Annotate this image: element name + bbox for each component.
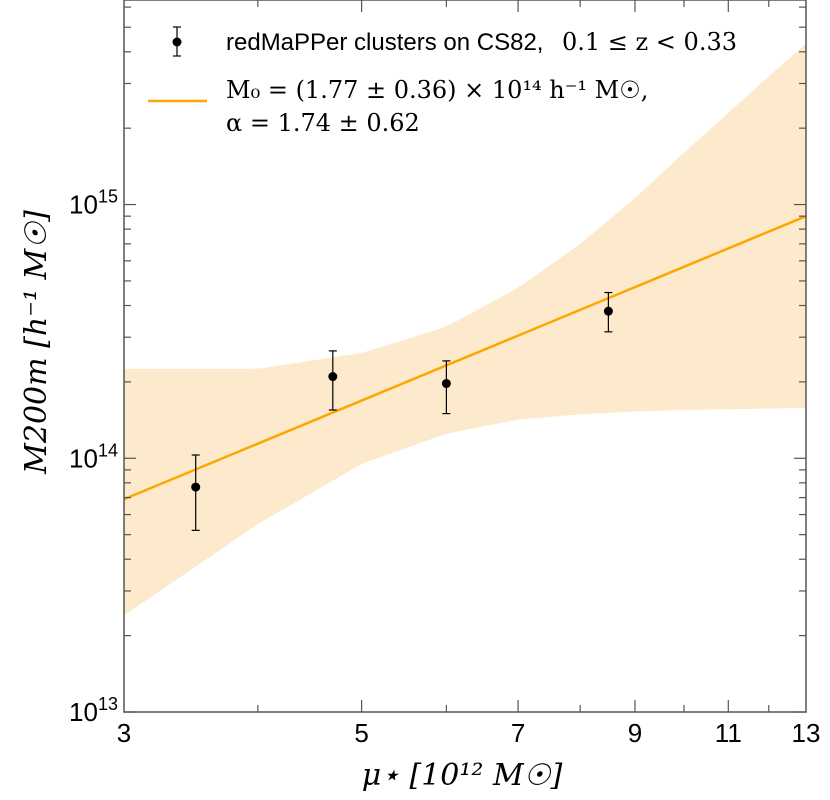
x-tick-label: 3	[117, 718, 131, 748]
legend-marker-points	[172, 26, 182, 57]
point-marker	[191, 482, 201, 492]
legend-entry-points: redMaPPer clusters on CS82,	[226, 29, 543, 56]
x-tick-labels: 3 5 7 9 11 13	[117, 718, 821, 748]
y-tick-labels: 1013 1014 1015	[69, 187, 118, 727]
legend: redMaPPer clusters on CS82, 0.1 ≤ z < 0.…	[148, 26, 737, 137]
x-tick-label: 11	[715, 718, 742, 748]
plot-area	[123, 43, 807, 616]
data-points	[191, 291, 613, 531]
x-tick-label: 9	[628, 718, 642, 748]
fit-line	[123, 215, 807, 501]
data-point-1	[191, 454, 201, 531]
point-marker	[328, 372, 338, 382]
legend-entry-fit-line2: α = 1.74 ± 0.62	[226, 109, 420, 137]
data-point-2	[328, 350, 338, 411]
y-tick-label: 1015	[69, 187, 118, 220]
y-tick-label: 1014	[69, 440, 118, 473]
x-tick-label: 13	[792, 718, 821, 748]
data-point-4	[603, 291, 613, 333]
legend-entry-fit-line1: M₀ = (1.77 ± 0.36) × 10¹⁴ h⁻¹ M☉,	[226, 76, 648, 104]
point-marker	[603, 306, 613, 316]
y-axis-title: M200m [h⁻¹ M☉]	[19, 210, 54, 475]
minor-ticks	[124, 0, 806, 713]
plot-frame	[123, 0, 807, 713]
y-tick-label: 1013	[69, 694, 118, 727]
x-tick-label: 7	[511, 718, 525, 748]
data-point-3	[441, 360, 451, 415]
legend-entry-points-redshift: 0.1 ≤ z < 0.33	[562, 28, 737, 56]
point-marker	[441, 379, 451, 389]
x-tick-label: 5	[354, 718, 368, 748]
confidence-band	[124, 43, 806, 616]
x-axis-title: μ⋆ [10¹² M☉]	[362, 758, 563, 793]
